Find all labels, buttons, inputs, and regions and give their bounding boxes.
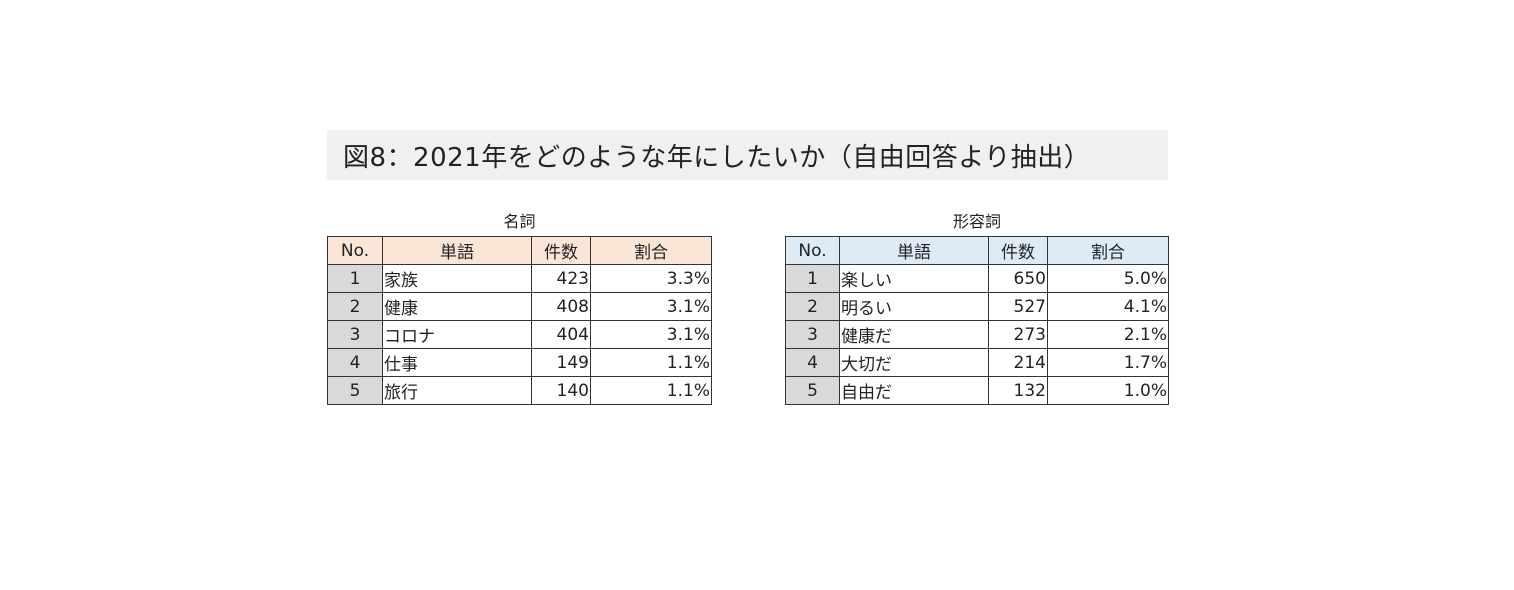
- row-no: 5: [327, 376, 383, 405]
- noun-header-word: 単語: [382, 236, 532, 265]
- row-count: 650: [988, 264, 1048, 293]
- row-word: 仕事: [382, 348, 532, 377]
- row-count: 423: [531, 264, 591, 293]
- row-word: コロナ: [382, 320, 532, 349]
- figure-title: 図8：2021年をどのような年にしたいか（自由回答より抽出）: [327, 130, 1168, 180]
- row-no: 4: [327, 348, 383, 377]
- noun-header-no: No.: [327, 236, 383, 265]
- row-word: 健康: [382, 292, 532, 321]
- table-row: 3 コロナ 404 3.1%: [327, 320, 712, 349]
- noun-table-caption: 名詞: [503, 212, 536, 231]
- table-row: 1 家族 423 3.3%: [327, 264, 712, 293]
- row-ratio: 1.0%: [1047, 376, 1169, 405]
- adjective-table: No. 単語 件数 割合 1 楽しい 650 5.0% 2 明るい 527 4.…: [785, 236, 1169, 405]
- row-count: 404: [531, 320, 591, 349]
- row-word: 明るい: [839, 292, 989, 321]
- row-word: 家族: [382, 264, 532, 293]
- row-ratio: 1.1%: [590, 348, 712, 377]
- table-row: 4 大切だ 214 1.7%: [785, 348, 1169, 377]
- adjective-header-no: No.: [785, 236, 840, 265]
- noun-header-count: 件数: [531, 236, 591, 265]
- row-word: 自由だ: [839, 376, 989, 405]
- row-count: 408: [531, 292, 591, 321]
- adjective-table-header-row: No. 単語 件数 割合: [785, 236, 1169, 265]
- row-ratio: 5.0%: [1047, 264, 1169, 293]
- row-count: 132: [988, 376, 1048, 405]
- row-ratio: 4.1%: [1047, 292, 1169, 321]
- row-count: 149: [531, 348, 591, 377]
- row-ratio: 1.7%: [1047, 348, 1169, 377]
- table-row: 3 健康だ 273 2.1%: [785, 320, 1169, 349]
- row-word: 健康だ: [839, 320, 989, 349]
- row-ratio: 1.1%: [590, 376, 712, 405]
- row-count: 527: [988, 292, 1048, 321]
- noun-table: No. 単語 件数 割合 1 家族 423 3.3% 2 健康 408 3.1%…: [327, 236, 712, 405]
- row-count: 140: [531, 376, 591, 405]
- noun-table-header-row: No. 単語 件数 割合: [327, 236, 712, 265]
- table-row: 4 仕事 149 1.1%: [327, 348, 712, 377]
- row-no: 5: [785, 376, 840, 405]
- row-no: 2: [327, 292, 383, 321]
- adjective-header-word: 単語: [839, 236, 989, 265]
- noun-table-block: 名詞 No. 単語 件数 割合 1 家族 423 3.3% 2 健康 408: [327, 208, 712, 405]
- row-no: 2: [785, 292, 840, 321]
- row-ratio: 2.1%: [1047, 320, 1169, 349]
- adjective-header-count: 件数: [988, 236, 1048, 265]
- row-count: 273: [988, 320, 1048, 349]
- adjective-header-ratio: 割合: [1047, 236, 1169, 265]
- adjective-table-block: 形容詞 No. 単語 件数 割合 1 楽しい 650 5.0% 2 明るい 52…: [785, 208, 1169, 405]
- table-row: 5 旅行 140 1.1%: [327, 376, 712, 405]
- table-row: 2 明るい 527 4.1%: [785, 292, 1169, 321]
- adjective-table-caption: 形容詞: [952, 212, 1001, 231]
- row-word: 旅行: [382, 376, 532, 405]
- row-no: 4: [785, 348, 840, 377]
- noun-header-ratio: 割合: [590, 236, 712, 265]
- row-ratio: 3.1%: [590, 320, 712, 349]
- row-no: 3: [785, 320, 840, 349]
- row-no: 1: [327, 264, 383, 293]
- row-no: 1: [785, 264, 840, 293]
- row-word: 大切だ: [839, 348, 989, 377]
- row-count: 214: [988, 348, 1048, 377]
- row-word: 楽しい: [839, 264, 989, 293]
- row-ratio: 3.3%: [590, 264, 712, 293]
- row-no: 3: [327, 320, 383, 349]
- table-row: 5 自由だ 132 1.0%: [785, 376, 1169, 405]
- table-row: 1 楽しい 650 5.0%: [785, 264, 1169, 293]
- row-ratio: 3.1%: [590, 292, 712, 321]
- table-row: 2 健康 408 3.1%: [327, 292, 712, 321]
